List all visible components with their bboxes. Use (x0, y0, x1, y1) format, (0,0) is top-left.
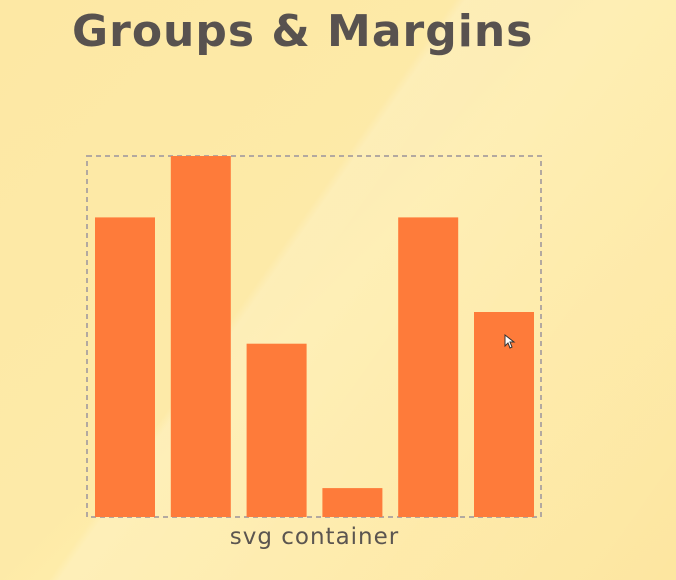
svg-container-outline (86, 155, 542, 518)
svg-container-label: svg container (229, 524, 400, 550)
bar-3 (246, 343, 307, 517)
bars-group (95, 156, 534, 517)
bar-5 (398, 217, 459, 517)
mouse-cursor-icon (504, 334, 516, 349)
bar-6 (474, 312, 534, 517)
bar-4 (322, 488, 383, 517)
bar-2 (170, 156, 231, 517)
bar-1 (95, 217, 155, 517)
page-title: Groups & Margins (72, 6, 534, 57)
